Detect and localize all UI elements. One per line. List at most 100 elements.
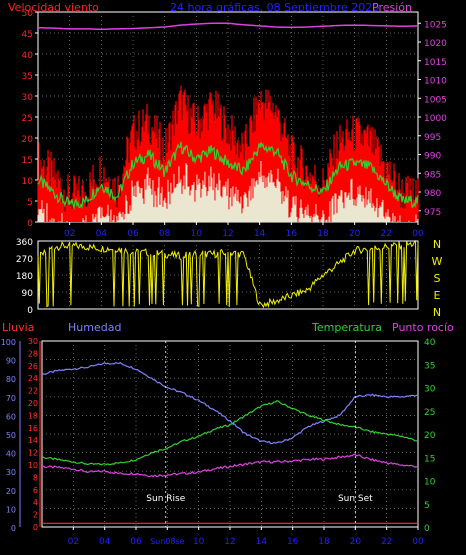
humidity-title: Humedad xyxy=(68,321,122,334)
rain-y-tick-label: 18 xyxy=(28,411,38,420)
rain-y-tick-label: 10 xyxy=(28,461,38,470)
humidity-line xyxy=(41,361,419,445)
direction-y-tick-label: 0 xyxy=(27,306,33,316)
direction-y-tick-label: 180 xyxy=(16,272,33,282)
wind-y-tick-label: 5 xyxy=(27,198,33,208)
humidity-y-tick-label: 20 xyxy=(6,487,16,496)
rain-y-tick-label: 12 xyxy=(28,449,38,458)
wind-x-tick-label: 20 xyxy=(349,229,361,239)
humidity-y-tick-label: 70 xyxy=(6,394,16,403)
temperature-y-tick-label: 5 xyxy=(424,501,430,511)
humidity-y-tick-label: 50 xyxy=(6,431,16,440)
direction-letter-label: N xyxy=(433,238,441,251)
humidity-y-tick-label: 90 xyxy=(6,357,16,366)
rain-y-tick-label: 2 xyxy=(33,511,38,520)
rain-y-tick-label: 26 xyxy=(28,362,38,371)
rain-y-tick-label: 0 xyxy=(33,523,38,532)
chart-main-title: 24 hora gráficas, 08 Septiembre 2020 xyxy=(170,1,380,14)
weather-x-tick-label: 06 xyxy=(130,537,142,547)
pressure-line xyxy=(38,22,419,31)
direction-y-tick-label: 360 xyxy=(16,238,33,248)
weather-x-tick-label: Sun08se xyxy=(150,537,185,546)
pressure-y-tick-label: 990 xyxy=(424,152,441,162)
weather-x-tick-label: 04 xyxy=(99,537,111,547)
wind-y-tick-label: 30 xyxy=(22,93,34,103)
wind-y-tick-label: 15 xyxy=(22,156,33,166)
weather-x-tick-label: 12 xyxy=(224,537,235,547)
direction-letter-label: S xyxy=(434,272,441,285)
temperature-y-tick-label: 40 xyxy=(424,338,436,348)
temperature-y-tick-label: 20 xyxy=(424,431,436,441)
weather-x-tick-label: 02 xyxy=(68,537,79,547)
pressure-y-tick-label: 1025 xyxy=(424,20,447,30)
humidity-y-tick-label: 60 xyxy=(6,412,16,421)
wind-x-tick-label: 02 xyxy=(64,229,75,239)
direction-letter-label: N xyxy=(433,306,441,319)
dewpoint-title: Punto rocío xyxy=(392,321,454,334)
weather-x-tick-label: 10 xyxy=(193,537,205,547)
rain-y-tick-label: 20 xyxy=(28,399,38,408)
rain-y-tick-label: 22 xyxy=(28,387,38,396)
rain-title: Lluvia xyxy=(2,321,35,334)
rain-y-tick-label: 14 xyxy=(28,436,38,445)
weather-x-tick-label: 20 xyxy=(350,537,362,547)
sunset-label: Sun Set xyxy=(338,494,373,504)
direction-y-tick-label: 270 xyxy=(16,255,33,265)
temperature-y-tick-label: 25 xyxy=(424,408,435,418)
direction-letter-label: W xyxy=(432,255,443,268)
sunrise-label: Sun Rise xyxy=(146,494,185,504)
wind-y-tick-label: 25 xyxy=(22,114,33,124)
weather-x-tick-label: 18 xyxy=(318,537,330,547)
humidity-y-tick-label: 30 xyxy=(6,468,16,477)
weather-x-tick-label: 16 xyxy=(287,537,299,547)
wind-y-tick-label: 45 xyxy=(22,30,33,40)
wind-x-tick-label: 22 xyxy=(381,229,392,239)
wind-y-tick-label: 20 xyxy=(22,135,34,145)
rain-y-tick-label: 30 xyxy=(28,337,38,346)
pressure-y-tick-label: 995 xyxy=(424,133,441,143)
temperature-y-tick-label: 15 xyxy=(424,454,435,464)
temperature-line xyxy=(41,400,419,466)
rain-y-tick-label: 24 xyxy=(28,374,38,383)
pressure-y-tick-label: 1015 xyxy=(424,58,447,68)
pressure-y-tick-label: 975 xyxy=(424,208,441,218)
wind-x-tick-label: 16 xyxy=(286,229,298,239)
temperature-y-tick-label: 35 xyxy=(424,361,435,371)
wind-average-line xyxy=(37,141,419,210)
wind-y-tick-label: 40 xyxy=(22,51,34,61)
pressure-title: Presión xyxy=(372,1,412,14)
humidity-y-tick-label: 40 xyxy=(6,450,16,459)
wind-x-tick-label: 06 xyxy=(127,229,139,239)
wind-x-tick-label: 00 xyxy=(412,229,424,239)
pressure-y-tick-label: 980 xyxy=(424,189,441,199)
weather-x-tick-label: 00 xyxy=(412,537,424,547)
humidity-y-tick-label: 80 xyxy=(6,375,16,384)
rain-y-tick-label: 28 xyxy=(28,349,38,358)
temperature-y-tick-label: 0 xyxy=(424,524,430,534)
wind-x-tick-label: 14 xyxy=(254,229,266,239)
pressure-y-tick-label: 985 xyxy=(424,170,441,180)
weather-x-tick-label: 22 xyxy=(381,537,392,547)
wind-y-tick-label: 35 xyxy=(22,72,33,82)
rain-y-tick-label: 8 xyxy=(33,473,38,482)
wind-y-tick-label: 10 xyxy=(22,177,34,187)
humidity-y-tick-label: 100 xyxy=(1,338,16,347)
pressure-y-tick-label: 1010 xyxy=(424,77,447,87)
wind-x-tick-label: 10 xyxy=(191,229,203,239)
pressure-y-tick-label: 1005 xyxy=(424,95,447,105)
wind-speed-title: Velocidad viento xyxy=(8,1,99,14)
pressure-y-tick-label: 1000 xyxy=(424,114,447,124)
temperature-title: Temperatura xyxy=(312,321,382,334)
temperature-y-tick-label: 10 xyxy=(424,478,436,488)
rain-y-tick-label: 4 xyxy=(33,498,38,507)
wind-x-tick-label: 04 xyxy=(96,229,108,239)
humidity-y-tick-label: 10 xyxy=(6,505,16,514)
wind-x-tick-label: 12 xyxy=(222,229,233,239)
dewpoint-line xyxy=(41,453,419,478)
direction-letter-label: E xyxy=(434,289,441,302)
rain-y-tick-label: 6 xyxy=(33,486,38,495)
wind-y-tick-label: 50 xyxy=(22,9,34,19)
wind-x-tick-label: 18 xyxy=(317,229,329,239)
direction-y-tick-label: 90 xyxy=(22,289,34,299)
